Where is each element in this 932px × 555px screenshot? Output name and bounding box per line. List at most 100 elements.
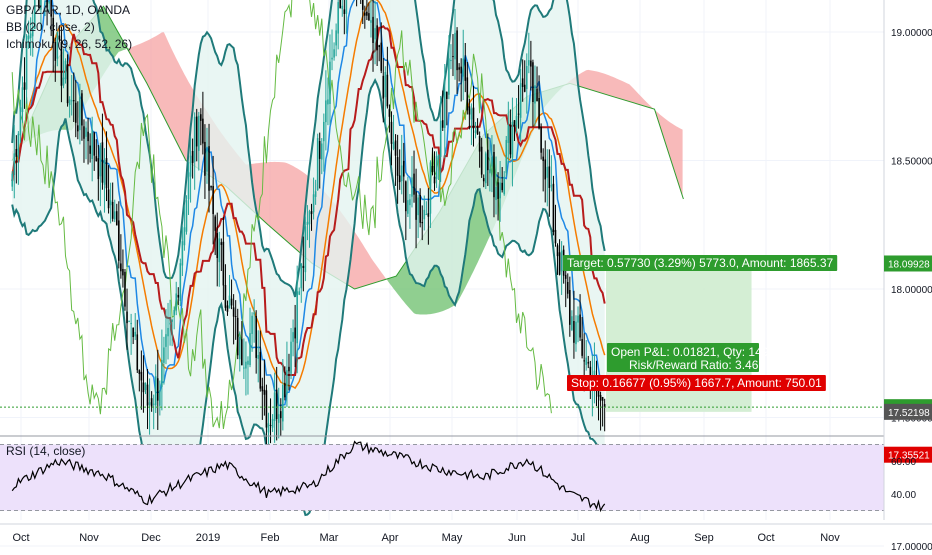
candle-body <box>161 359 163 387</box>
candle-body <box>546 166 549 178</box>
candle-body <box>329 61 331 104</box>
candle-body <box>62 77 65 86</box>
candle-body <box>138 370 141 375</box>
candle-body <box>558 252 561 275</box>
candle-body <box>536 88 538 102</box>
candle-body <box>450 59 452 62</box>
risk-reward-label: Risk/Reward Ratio: 3.46 <box>629 358 759 372</box>
candle-body <box>507 125 510 143</box>
price-marker-bg <box>884 403 932 420</box>
candle-body <box>91 130 93 159</box>
candle-body <box>603 404 606 408</box>
candle-body <box>583 360 585 362</box>
candle-body <box>77 125 79 132</box>
candle-body <box>446 91 448 99</box>
candle-body <box>128 320 130 322</box>
candle-body <box>202 118 204 144</box>
candle-body <box>540 126 542 153</box>
candle-body <box>517 113 520 115</box>
candle-body <box>171 319 173 322</box>
candle-body <box>21 87 24 112</box>
date-tick-label: Dec <box>141 532 161 544</box>
candle-body <box>560 250 563 272</box>
candle-body <box>390 121 393 144</box>
candle-body <box>179 263 182 301</box>
candle-body <box>142 382 145 393</box>
candle-body <box>271 418 274 428</box>
candle-body <box>525 66 528 89</box>
rsi-tick-label: 40.00 <box>891 490 916 501</box>
candle-body <box>402 160 405 177</box>
candle-body <box>130 322 132 325</box>
candle-body <box>398 175 401 183</box>
candle-body <box>273 392 276 421</box>
candle-body <box>429 162 432 214</box>
candle-body <box>243 367 245 369</box>
candle-body <box>275 389 278 420</box>
candle-body <box>214 216 216 231</box>
candle-body <box>335 30 337 46</box>
candle-body <box>212 186 214 215</box>
candle-body <box>126 311 128 324</box>
candle-body <box>109 200 112 206</box>
candle-body <box>279 411 282 419</box>
candle-body <box>464 59 467 81</box>
candle-body <box>251 315 253 334</box>
candle-body <box>296 291 298 344</box>
candle-body <box>318 140 321 159</box>
candle-body <box>552 183 555 233</box>
bb-lower-line <box>11 78 606 517</box>
candle-body <box>277 414 280 423</box>
date-tick-label: May <box>442 532 463 544</box>
candle-body <box>253 312 255 315</box>
candle-body <box>575 321 577 345</box>
date-tick-label: 2019 <box>196 532 220 544</box>
candle-body <box>571 316 573 330</box>
candle-body <box>181 241 184 266</box>
candle-body <box>382 75 385 99</box>
candle-body <box>339 0 342 9</box>
candle-body <box>556 245 559 257</box>
candle-body <box>566 281 569 294</box>
candle-body <box>456 30 458 71</box>
candle-body <box>238 336 241 360</box>
candle-body <box>241 339 243 366</box>
rsi-line <box>11 440 606 513</box>
date-tick-label: Aug <box>630 532 650 544</box>
candle-body <box>396 157 399 176</box>
candle-body <box>105 158 108 189</box>
candle-body <box>601 397 604 401</box>
candle-body <box>156 378 159 401</box>
date-tick-label: Feb <box>261 532 280 544</box>
candle-body <box>249 333 251 366</box>
candle-body <box>577 315 579 323</box>
candle-body <box>64 60 67 80</box>
candle-body <box>542 156 544 162</box>
candle-body <box>113 211 116 220</box>
candle-body <box>31 28 34 37</box>
candle-body <box>503 176 506 195</box>
pnl-label: Open P&L: 0.01821, Qty: 1499 <box>611 345 775 359</box>
candle-body <box>530 60 532 67</box>
candle-body <box>380 42 383 71</box>
price-marker-label: 17.35521 <box>888 451 930 462</box>
candle-body <box>458 67 460 70</box>
candle-body <box>579 314 581 338</box>
candle-body <box>19 107 22 136</box>
candle-body <box>95 156 98 162</box>
candle-body <box>286 370 288 395</box>
date-tick-label: Jul <box>571 532 585 544</box>
candle-body <box>361 0 364 10</box>
candle-body <box>394 140 397 156</box>
candle-body <box>81 93 83 126</box>
candle-body <box>93 132 96 156</box>
candle-body <box>236 317 239 356</box>
candle-body <box>487 149 489 171</box>
candle-body <box>386 74 389 107</box>
target-label-bg <box>563 255 838 271</box>
candle-body <box>50 0 52 17</box>
candle-body <box>245 361 247 369</box>
candle-body <box>290 341 292 374</box>
candle-body <box>79 97 81 131</box>
